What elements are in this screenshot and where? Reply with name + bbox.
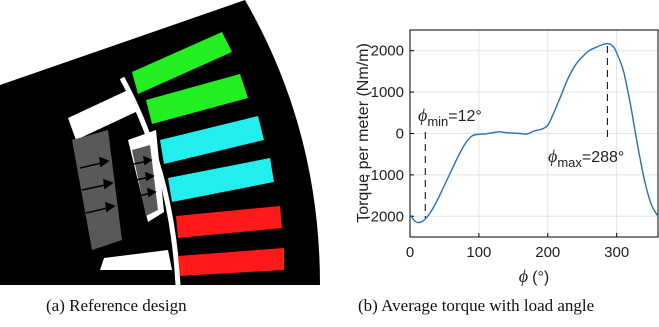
- coil-cyan-2: [168, 158, 274, 202]
- caption-b: (b) Average torque with load angle: [358, 296, 595, 315]
- coil-green-2: [146, 74, 248, 124]
- x-axis-label: ϕ (°): [519, 266, 549, 286]
- rotor-slot-bottom: [100, 250, 172, 270]
- coil-red-1: [176, 206, 282, 238]
- rotor-slot-top: [68, 90, 140, 140]
- x-ticks: 0 100 200 300: [406, 233, 629, 261]
- phi-min-label: ϕmin=12°: [418, 105, 482, 129]
- grid-lines: [409, 30, 658, 237]
- coil-green-1: [132, 32, 232, 94]
- y-tick-label: -2000: [366, 208, 404, 225]
- y-ticks: -2000 -1000 0 1000 2000: [366, 43, 414, 225]
- coil-cyan-1: [160, 116, 264, 164]
- x-tick-label: 0: [406, 244, 414, 261]
- phi-max-label: ϕmax=288°: [548, 146, 624, 170]
- y-tick-label: 2000: [371, 43, 404, 60]
- coil-red-2: [178, 248, 284, 276]
- y-axis-label: Torque per meter (Nm/m): [355, 43, 372, 223]
- x-tick-label: 200: [535, 244, 560, 261]
- magnet-outer: [72, 130, 122, 250]
- x-tick-label: 100: [466, 244, 491, 261]
- caption-a: (a) Reference design: [46, 296, 187, 315]
- y-tick-label: -1000: [366, 167, 404, 184]
- reference-design-figure: [0, 0, 320, 286]
- y-tick-label: 0: [396, 126, 404, 143]
- magnetization-arrows: [79, 155, 157, 214]
- annotations: ϕmin=12° ϕmax=288°: [418, 46, 624, 218]
- y-tick-label: 1000: [371, 84, 404, 101]
- torque-curve: [409, 42, 659, 224]
- x-tick-label: 300: [604, 244, 629, 261]
